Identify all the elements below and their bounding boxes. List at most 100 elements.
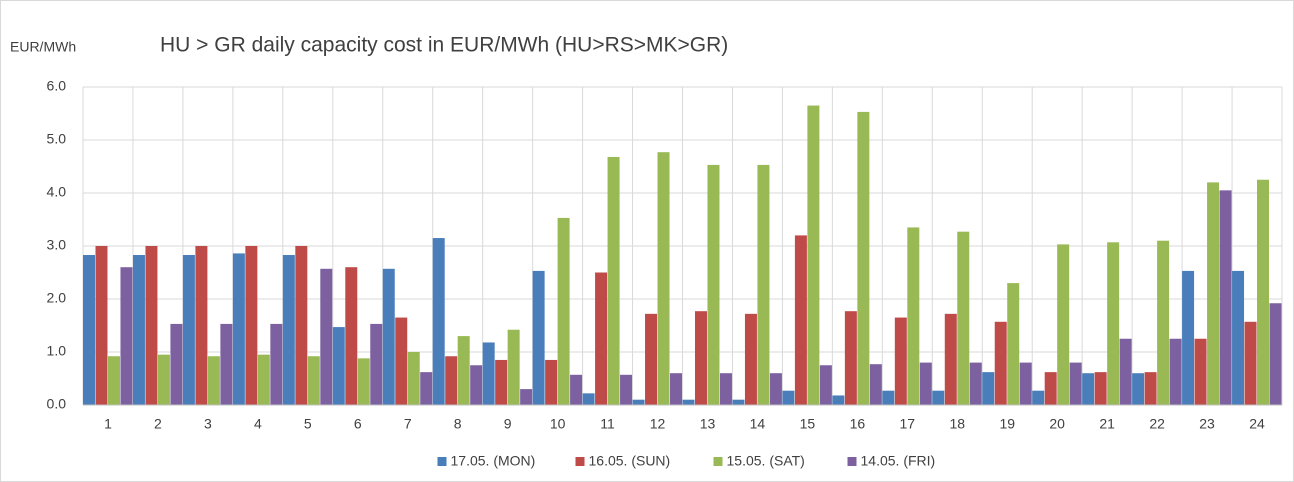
x-tick-label: 19 bbox=[999, 416, 1015, 432]
bar bbox=[220, 323, 233, 405]
bar bbox=[1207, 182, 1220, 405]
y-tick-label: 5.0 bbox=[47, 131, 67, 147]
legend-swatch bbox=[575, 457, 585, 466]
bar bbox=[732, 399, 745, 405]
y-tick-label: 2.0 bbox=[47, 290, 67, 306]
x-tick-label: 21 bbox=[1099, 416, 1115, 432]
bar bbox=[744, 313, 757, 405]
x-tick-label: 13 bbox=[700, 416, 716, 432]
bar bbox=[145, 246, 158, 405]
x-tick-label: 23 bbox=[1199, 416, 1215, 432]
bar bbox=[445, 356, 458, 405]
bar bbox=[1094, 372, 1107, 405]
legend-label: 16.05. (SUN) bbox=[589, 453, 671, 469]
bar bbox=[1044, 372, 1057, 405]
bar bbox=[645, 313, 658, 405]
bar bbox=[1244, 321, 1257, 405]
bar bbox=[1194, 338, 1207, 405]
bar bbox=[320, 268, 333, 405]
bar bbox=[307, 356, 320, 405]
bar bbox=[807, 105, 820, 406]
bar bbox=[769, 373, 782, 405]
bar bbox=[757, 164, 770, 405]
bar bbox=[232, 253, 245, 405]
bar bbox=[170, 323, 183, 405]
bar bbox=[844, 311, 857, 405]
bar bbox=[969, 362, 982, 405]
y-tick-label: 6.0 bbox=[47, 78, 67, 94]
bar bbox=[370, 323, 383, 405]
bar bbox=[657, 152, 670, 405]
bar bbox=[670, 373, 682, 405]
bar bbox=[507, 329, 520, 405]
x-tick-label: 6 bbox=[354, 416, 362, 432]
bar bbox=[819, 365, 832, 405]
bar bbox=[382, 268, 395, 405]
bar bbox=[1069, 362, 1082, 405]
bar bbox=[719, 373, 732, 405]
x-tick-label: 14 bbox=[750, 416, 766, 432]
legend-label: 15.05. (SAT) bbox=[727, 453, 805, 469]
bar bbox=[482, 342, 495, 405]
y-tick-label: 0.0 bbox=[47, 396, 67, 412]
legend-label: 14.05. (FRI) bbox=[861, 453, 936, 469]
bar bbox=[919, 362, 932, 405]
bar bbox=[620, 374, 633, 405]
bar bbox=[857, 111, 870, 405]
bar bbox=[95, 246, 108, 405]
bar bbox=[282, 255, 295, 405]
bar bbox=[357, 358, 370, 405]
bar bbox=[545, 359, 558, 405]
bar bbox=[982, 372, 995, 405]
bar bbox=[707, 164, 720, 405]
bar bbox=[295, 246, 308, 405]
x-tick-label: 7 bbox=[404, 416, 412, 432]
bar bbox=[1007, 283, 1020, 405]
x-tick-label: 24 bbox=[1249, 416, 1265, 432]
bar bbox=[932, 390, 945, 405]
y-tick-label: 1.0 bbox=[47, 343, 67, 359]
bar bbox=[1169, 338, 1182, 405]
bar bbox=[957, 231, 970, 405]
chart-title: HU > GR daily capacity cost in EUR/MWh (… bbox=[160, 34, 728, 57]
bar bbox=[1057, 244, 1070, 405]
bar bbox=[1257, 179, 1270, 405]
y-tick-label: 3.0 bbox=[47, 237, 67, 253]
bar bbox=[682, 399, 695, 405]
bar bbox=[1182, 270, 1195, 405]
x-tick-label: 22 bbox=[1149, 416, 1165, 432]
x-tick-label: 10 bbox=[550, 416, 566, 432]
bar bbox=[1144, 372, 1157, 405]
bar bbox=[495, 359, 508, 405]
bar bbox=[882, 390, 895, 405]
legend-label: 17.05. (MON) bbox=[451, 453, 536, 469]
bar bbox=[207, 356, 220, 405]
bar bbox=[395, 317, 408, 405]
bar bbox=[607, 156, 620, 405]
bar bbox=[782, 390, 795, 405]
bar bbox=[257, 354, 270, 405]
bar bbox=[595, 272, 608, 405]
bar bbox=[1132, 373, 1145, 405]
legend-swatch bbox=[713, 457, 723, 466]
bar bbox=[132, 255, 145, 405]
x-tick-label: 2 bbox=[154, 416, 162, 432]
bar bbox=[1232, 270, 1245, 405]
bar bbox=[994, 321, 1007, 405]
bar bbox=[195, 246, 208, 405]
bar bbox=[869, 364, 882, 405]
bar bbox=[632, 399, 645, 405]
x-tick-label: 17 bbox=[900, 416, 916, 432]
bar bbox=[582, 393, 595, 405]
y-axis-label: EUR/MWh bbox=[10, 39, 76, 55]
bar bbox=[182, 255, 195, 405]
x-tick-label: 3 bbox=[204, 416, 212, 432]
bar bbox=[944, 313, 957, 405]
bar bbox=[532, 270, 545, 405]
x-tick-label: 11 bbox=[600, 416, 615, 432]
x-tick-label: 18 bbox=[949, 416, 965, 432]
bar bbox=[245, 246, 258, 405]
bar bbox=[557, 217, 570, 405]
